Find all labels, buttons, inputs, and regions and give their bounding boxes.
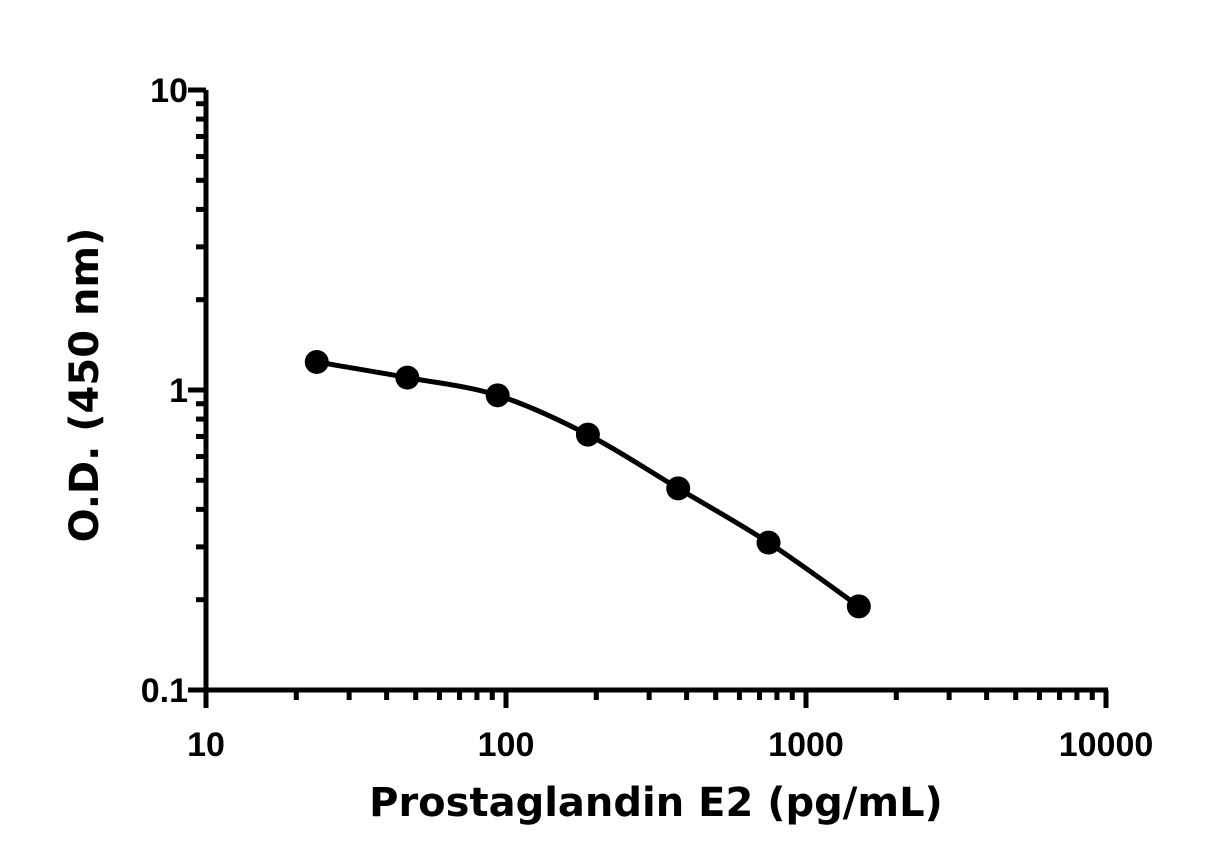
y-tick-label-10: 10 [150,72,188,110]
data-point-marker [575,422,600,447]
x-tick-label-10000: 10000 [1059,726,1154,764]
y-tick-label-0.1: 0.1 [141,672,188,710]
data-point-marker [756,530,781,555]
x-tick-label-10: 10 [187,726,225,764]
x-tick-label-1000: 1000 [768,726,844,764]
fit-curve-path [314,359,862,609]
data-point-marker [304,349,329,374]
axes [188,87,1109,708]
x-tick-label-100: 100 [478,726,535,764]
data-point-marker [395,365,420,390]
data-point-marker [485,383,510,408]
fit-curve [314,359,862,609]
x-axis-title: Prostaglandin E2 (pg/mL) [369,780,943,826]
y-axis-title: O.D. (450 nm) [62,228,108,543]
data-point-marker [846,594,871,619]
y-tick-label-1: 1 [169,372,188,410]
data-point-marker [666,476,691,501]
data-points [304,349,871,619]
